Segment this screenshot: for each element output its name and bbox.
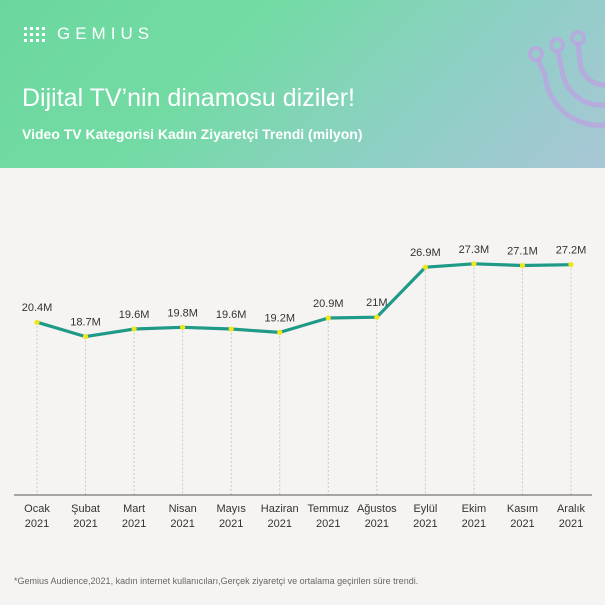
data-point xyxy=(34,319,40,325)
chart-area: 20.4M 18.7M 19.6M 19.8M 19.6M 19.2M 20.9M 21M 26… xyxy=(0,168,605,568)
data-label: 19.2M xyxy=(264,312,295,324)
line-chart: 20.4M 18.7M 19.6M 19.8M 19.6M 19.2M 20.9M 21M 26… xyxy=(14,244,592,530)
data-label: 19.8M xyxy=(167,307,198,319)
data-label: 20.9M xyxy=(313,298,344,310)
tick-label-month: Temmuz xyxy=(307,503,349,515)
data-point xyxy=(82,334,89,340)
data-label: 18.7M xyxy=(70,317,101,329)
tick-label-year: 2021 xyxy=(462,518,486,530)
data-labels: 20.4M 18.7M 19.6M 19.8M 19.6M 19.2M 20.9M 21M 26… xyxy=(22,244,587,329)
footnote: *Gemius Audience,2021, kadın internet ku… xyxy=(14,576,419,586)
chart-subtitle: Video TV Kategorisi Kadın Ziyaretçi Tren… xyxy=(22,126,363,142)
data-label: 19.6M xyxy=(119,309,150,321)
logo-text: GEMIUS xyxy=(57,24,155,43)
data-point xyxy=(568,262,574,268)
data-label: 26.9M xyxy=(410,247,441,259)
data-point xyxy=(277,329,283,335)
data-label: 19.6M xyxy=(216,309,247,321)
data-point xyxy=(519,262,526,269)
tick-label-month: Şubat xyxy=(71,503,100,515)
tick-label-year: 2021 xyxy=(316,518,340,530)
data-label: 27.1M xyxy=(507,245,538,257)
data-point xyxy=(180,324,186,330)
tick-label-month: Mayıs xyxy=(217,503,247,515)
data-point xyxy=(422,264,428,270)
tick-label-month: Kasım xyxy=(507,503,538,515)
tick-label-month: Nisan xyxy=(169,503,197,515)
tick-label-year: 2021 xyxy=(267,518,291,530)
gemius-logo: GEMIUS xyxy=(24,24,154,44)
tick-label-year: 2021 xyxy=(219,518,243,530)
x-tick-labels: Ocak 2021 Şubat 2021 Mart 2021 Nisan 2021 Mayıs 2… xyxy=(24,503,585,530)
data-point xyxy=(374,314,380,320)
tick-label-year: 2021 xyxy=(559,518,583,530)
tick-label-year: 2021 xyxy=(73,518,97,530)
tick-label-year: 2021 xyxy=(170,518,194,530)
data-label: 27.2M xyxy=(556,245,587,257)
data-label: 20.4M xyxy=(22,302,53,314)
tick-label-month: Ekim xyxy=(462,503,486,515)
tick-label-year: 2021 xyxy=(365,518,389,530)
tick-label-month: Aralık xyxy=(557,503,586,515)
data-point xyxy=(131,326,137,332)
page-title: Dijital TV’nin dinamosu diziler! xyxy=(22,84,356,112)
decorative-circuit-icon xyxy=(528,30,605,128)
data-point xyxy=(228,326,234,332)
series-line xyxy=(35,262,573,339)
data-point xyxy=(471,261,477,267)
tick-label-month: Mart xyxy=(123,503,145,515)
tick-label-month: Haziran xyxy=(261,503,299,515)
tick-label-month: Ağustos xyxy=(357,503,397,515)
grid-lines xyxy=(36,263,572,495)
tick-label-year: 2021 xyxy=(25,518,49,530)
tick-label-year: 2021 xyxy=(510,518,534,530)
tick-label-month: Ocak xyxy=(24,503,50,515)
tick-label-month: Eylül xyxy=(413,503,437,515)
data-label: 21M xyxy=(366,297,387,309)
tick-label-year: 2021 xyxy=(122,518,146,530)
data-label: 27.3M xyxy=(459,244,490,256)
header-banner: GEMIUS Dijital TV’nin dinamosu diziler! … xyxy=(0,0,605,168)
tick-label-year: 2021 xyxy=(413,518,437,530)
data-point xyxy=(325,315,331,321)
logo-dots-icon xyxy=(24,26,45,42)
data-markers xyxy=(34,261,574,340)
